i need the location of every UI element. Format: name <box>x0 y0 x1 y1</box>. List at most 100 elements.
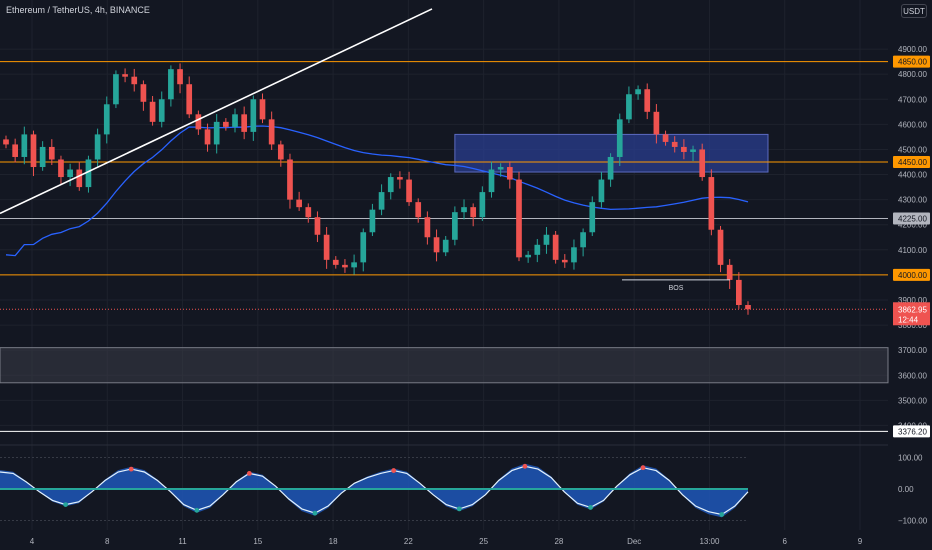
candle-body <box>314 217 321 235</box>
candle-body <box>158 99 165 122</box>
price-tick-label: 4500.00 <box>898 145 927 154</box>
time-tick-label: 13:00 <box>699 537 720 546</box>
oscillator-tick-label: −100.00 <box>898 517 928 526</box>
candle-body <box>369 209 376 233</box>
candle-body <box>708 177 715 230</box>
candle-body <box>94 134 101 160</box>
candle-body <box>690 149 696 152</box>
candle-body <box>479 192 486 218</box>
current-price-text: 3862.95 <box>898 305 927 314</box>
candle-body <box>21 134 28 157</box>
level-price-badge <box>893 212 930 225</box>
level-price-text: 3376.20 <box>898 427 927 436</box>
candle-body <box>470 207 477 218</box>
time-tick-label: 11 <box>178 537 187 546</box>
candle-body <box>342 264 348 268</box>
candle-body <box>76 169 83 188</box>
candle-body <box>525 254 531 258</box>
annotation-layer: BOS <box>622 279 730 292</box>
oscillator-tick-label: 100.00 <box>898 453 923 462</box>
candle-body <box>433 237 440 253</box>
bos-label: BOS <box>669 285 684 292</box>
time-tick-label: 22 <box>404 537 413 546</box>
candle-body <box>662 134 669 142</box>
trendline-layer <box>0 8 433 215</box>
candle-body <box>387 177 394 193</box>
candle-body <box>424 217 431 238</box>
levels-layer <box>0 61 888 432</box>
candle-body <box>488 169 495 193</box>
candle-body <box>177 69 183 85</box>
candle-body <box>626 94 632 120</box>
oscillator-tick-label: 0.00 <box>898 485 914 494</box>
time-tick-label: 28 <box>554 537 563 546</box>
candle-body <box>131 76 138 85</box>
candle-body <box>506 167 513 180</box>
level-price-text: 4850.00 <box>898 58 927 67</box>
oscillator-signal-dot <box>719 512 725 517</box>
time-tick-label: Dec <box>627 537 641 546</box>
candle-body <box>149 101 156 122</box>
oscillator-signal-dot <box>246 470 252 476</box>
zones-layer <box>0 133 889 384</box>
currency-button[interactable]: USDT <box>901 4 927 18</box>
candle-body <box>195 114 202 130</box>
time-tick-label: 18 <box>329 537 338 546</box>
price-tick-label: 3900.00 <box>898 296 927 305</box>
candle-body <box>589 202 596 233</box>
candle-body <box>378 192 385 210</box>
candle-body <box>699 149 706 178</box>
price-tick-label: 4900.00 <box>898 45 927 54</box>
candle-body <box>113 74 119 105</box>
oscillator-signal-dot <box>456 506 462 512</box>
candle-body <box>415 202 422 218</box>
candle-body <box>58 159 64 178</box>
candle-body <box>12 144 19 157</box>
price-axis[interactable]: 3400.003500.003600.003700.003800.003900.… <box>893 45 930 526</box>
candle-body <box>351 262 357 268</box>
candle-body <box>461 207 467 213</box>
price-tick-label: 3700.00 <box>898 346 927 355</box>
price-tick-label: 3800.00 <box>898 321 927 330</box>
candle-body <box>30 134 37 168</box>
candle-body <box>67 169 73 178</box>
time-axis[interactable]: 4 8 11 15 18 22 25 28 Dec 13:00 6 9 <box>30 537 863 546</box>
oscillator-layer <box>0 456 749 522</box>
candle-body <box>140 84 147 102</box>
candle-body <box>268 119 275 145</box>
price-tick-label: 4400.00 <box>898 171 927 180</box>
level-price-badge <box>893 155 930 168</box>
price-tick-label: 4100.00 <box>898 246 927 255</box>
level-price-badge <box>893 55 930 68</box>
candle-body <box>232 114 238 127</box>
candle-body <box>332 259 339 265</box>
price-tick-label: 4700.00 <box>898 95 927 104</box>
price-tick-label: 3600.00 <box>898 371 927 380</box>
candle-body <box>103 104 110 135</box>
candle-body <box>671 141 678 147</box>
candle-body <box>204 129 211 145</box>
candle-body <box>681 146 687 152</box>
level-price-text: 4225.00 <box>898 214 927 223</box>
oscillator-signal-dot <box>63 502 69 508</box>
price-tick-label: 4300.00 <box>898 196 927 205</box>
candle-body <box>287 159 293 200</box>
candle-body <box>168 69 174 100</box>
current-price-badge <box>893 302 930 326</box>
candle-body <box>39 146 46 168</box>
oscillator-signal-dot <box>312 510 318 516</box>
candle-body <box>223 121 229 127</box>
candle-body <box>635 89 641 95</box>
candle-body <box>644 89 651 112</box>
time-tick-label: 6 <box>783 537 788 546</box>
moving-average-layer <box>5 125 749 257</box>
candle-body <box>717 229 724 265</box>
level-price-badge <box>893 268 930 281</box>
oscillator-area <box>0 463 748 518</box>
level-price-text: 4450.00 <box>898 158 927 167</box>
oscillator-signal-dot <box>640 465 646 471</box>
candle-body <box>561 259 568 263</box>
time-tick-label: 25 <box>479 537 488 546</box>
candle-body <box>296 199 302 208</box>
